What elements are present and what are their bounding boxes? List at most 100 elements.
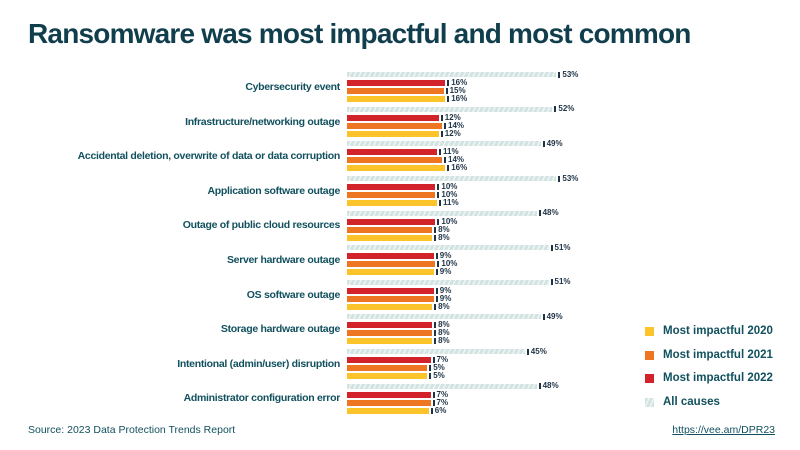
category-group: Application software outage 53% 10% 10% 11% (28, 174, 648, 209)
value-label: 8% (438, 328, 450, 338)
legend-swatch (645, 327, 654, 337)
bar-all-causes (347, 383, 537, 389)
bar-most-impactful-2021 (347, 261, 436, 268)
bar-row: 52% (347, 105, 648, 113)
value-label: 5% (433, 363, 445, 373)
category-label: OS software outage (246, 288, 341, 301)
bar-row: 7% (347, 356, 648, 364)
bar-row: 8% (347, 320, 648, 330)
value-label: 10% (441, 182, 458, 192)
bar-most-impactful-2022 (347, 322, 433, 329)
bar-row: 5% (347, 372, 648, 380)
bar-row: 16% (347, 163, 648, 173)
category-label: Server hardware outage (226, 254, 340, 267)
value-tick (434, 234, 437, 241)
bar-stack: 51% 9% 9% 8% (347, 278, 648, 310)
bar-stack: 45% 7% 5% 5% (347, 346, 648, 380)
bar-stack: 49% 8% 8% 8% (347, 311, 648, 346)
bar-most-impactful-2020 (347, 200, 437, 207)
category-group: Accidental deletion, overwrite of data o… (28, 139, 648, 174)
category-group: OS software outage 51% 9% 9% 8% (28, 278, 648, 313)
category-label: Intentional (admin/user) disruption (177, 357, 340, 370)
bar-most-impactful-2020 (347, 373, 428, 380)
value-label: 48% (542, 381, 559, 391)
bar-most-impactful-2022 (347, 287, 434, 294)
value-tick (554, 106, 557, 113)
value-label: 49% (546, 311, 563, 321)
value-label: 8% (438, 320, 450, 330)
bar-most-impactful-2022 (347, 253, 434, 260)
bar-most-impactful-2022 (347, 357, 431, 364)
value-tick (435, 287, 438, 294)
value-tick (444, 157, 446, 164)
value-tick (432, 391, 435, 398)
category-group: Cybersecurity event 53% 16% 15% 16% (28, 70, 648, 105)
bar-all-causes (347, 314, 541, 320)
category-label: Administrator configuration error (183, 392, 341, 405)
value-label: 12% (444, 128, 461, 138)
legend-swatch (645, 350, 654, 360)
value-label: 11% (443, 198, 459, 208)
category-label: Outage of public cloud resources (182, 219, 341, 232)
value-label: 49% (546, 138, 563, 148)
bar-most-impactful-2020 (347, 96, 446, 103)
legend-item-most-impactful-2021: Most impactful 2021 (645, 344, 773, 368)
value-tick (447, 96, 450, 103)
value-tick (437, 261, 440, 268)
bar-row: 16% (347, 79, 648, 87)
category-group: Outage of public cloud resources 48% 10% 8%… (28, 208, 648, 243)
value-label: 16% (451, 94, 468, 104)
bar-most-impactful-2020 (347, 407, 429, 414)
bar-row: 14% (347, 156, 648, 164)
report-link[interactable]: https://vee.am/DPR23 (672, 424, 775, 436)
legend-item-most-impactful-2020: Most impactful 2020 (645, 320, 773, 344)
bar-row: 8% (347, 336, 648, 346)
value-tick (550, 244, 553, 251)
value-label: 7% (436, 397, 449, 407)
value-label: 9% (439, 251, 452, 261)
value-tick (432, 357, 435, 364)
value-tick (439, 200, 441, 207)
value-tick (538, 210, 541, 217)
bar-row: 48% (347, 381, 648, 391)
bar-most-impactful-2020 (347, 269, 434, 276)
bar-all-causes (347, 349, 525, 355)
bar-most-impactful-2021 (347, 226, 433, 233)
value-label: 7% (436, 389, 449, 399)
bar-row: 49% (347, 311, 648, 321)
value-label: 51% (554, 242, 571, 252)
value-tick (542, 140, 545, 147)
bar-most-impactful-2021 (347, 399, 431, 406)
bar-all-causes (347, 210, 537, 216)
value-tick (429, 365, 432, 372)
bar-row: 9% (347, 251, 648, 261)
bar-most-impactful-2021 (347, 192, 436, 199)
bar-most-impactful-2020 (347, 234, 433, 241)
category-label: Infrastructure/networking outage (185, 115, 340, 128)
bar-stack: 53% 10% 10% 11% (347, 174, 648, 208)
value-label: 9% (439, 293, 452, 303)
value-label: 45% (530, 346, 547, 356)
value-label: 10% (441, 190, 458, 200)
value-tick (434, 338, 437, 345)
value-label: 8% (438, 232, 450, 242)
bar-row: 48% (347, 209, 648, 217)
bar-most-impactful-2021 (347, 330, 433, 337)
value-label: 53% (562, 69, 579, 79)
bar-most-impactful-2022 (347, 114, 439, 121)
bar-row: 6% (347, 406, 648, 414)
bar-row: 8% (347, 302, 648, 310)
bar-most-impactful-2021 (347, 365, 428, 372)
bar-all-causes (347, 176, 557, 182)
bar-most-impactful-2021 (347, 122, 442, 129)
bar-row: 10% (347, 260, 648, 268)
bar-stack: 49% 11% 14% 16% (347, 138, 648, 173)
bar-all-causes (347, 245, 549, 251)
value-tick (432, 399, 435, 406)
bar-row: 12% (347, 113, 648, 121)
bar-all-causes (347, 106, 553, 112)
value-label: 8% (438, 336, 450, 346)
value-label: 16% (451, 163, 468, 173)
value-tick (558, 175, 561, 182)
value-tick (434, 226, 437, 233)
